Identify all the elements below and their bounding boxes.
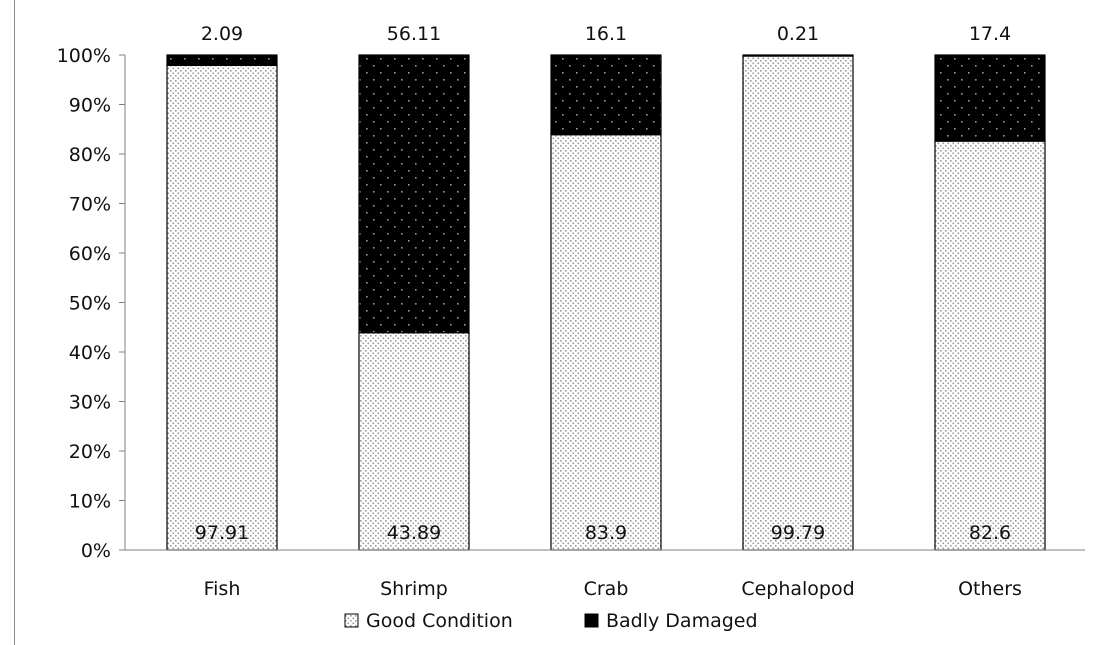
y-tick-label: 10% xyxy=(69,491,111,513)
y-tick-label: 80% xyxy=(69,144,111,166)
bar-good-condition-fish xyxy=(166,64,278,551)
bar-badly-damaged-shrimp xyxy=(358,54,470,334)
data-label-badly-damaged: 16.1 xyxy=(585,23,627,45)
bar-good-condition-others xyxy=(934,140,1046,551)
legend-swatch-badly-damaged xyxy=(584,613,599,628)
legend: Good Condition Badly Damaged xyxy=(344,610,758,632)
chart-frame xyxy=(14,0,1094,645)
y-tick-label: 90% xyxy=(69,95,111,117)
data-label-badly-damaged: 56.11 xyxy=(387,23,441,45)
data-label-badly-damaged: 0.21 xyxy=(777,23,819,45)
bar-good-condition-shrimp xyxy=(358,332,470,551)
x-category-label: Crab xyxy=(584,578,629,600)
legend-label-good-condition: Good Condition xyxy=(366,610,513,632)
bar-badly-damaged-others xyxy=(934,54,1046,142)
y-tick-label: 60% xyxy=(69,243,111,265)
data-labels: 97.91 2.09 43.89 56.11 83.9 16.1 99.79 0.21 82.6… xyxy=(195,23,1011,544)
y-tick-label: 0% xyxy=(81,540,111,562)
x-category-label: Fish xyxy=(204,578,241,600)
y-tick-label: 20% xyxy=(69,441,111,463)
y-tick-label: 70% xyxy=(69,194,111,216)
data-label-good-condition: 97.91 xyxy=(195,522,249,544)
data-label-good-condition: 99.79 xyxy=(771,522,825,544)
y-tick-label: 30% xyxy=(69,392,111,414)
bars-layer xyxy=(166,54,1046,551)
x-category-label: Others xyxy=(958,578,1022,600)
bar-badly-damaged-cephalopod xyxy=(742,54,854,57)
data-label-good-condition: 82.6 xyxy=(969,522,1011,544)
x-axis-labels: Fish Shrimp Crab Cephalopod Others xyxy=(204,578,1022,600)
x-category-label: Cephalopod xyxy=(741,578,854,600)
y-tick-label: 40% xyxy=(69,342,111,364)
bar-badly-damaged-crab xyxy=(550,54,662,136)
data-label-badly-damaged: 17.4 xyxy=(969,23,1011,45)
y-tick-label: 50% xyxy=(69,293,111,315)
bar-badly-damaged-fish xyxy=(166,54,278,66)
bar-good-condition-cephalopod xyxy=(742,55,854,551)
y-tick-label: 100% xyxy=(57,45,111,67)
bar-good-condition-crab xyxy=(550,134,662,551)
legend-label-badly-damaged: Badly Damaged xyxy=(606,610,758,632)
data-label-good-condition: 43.89 xyxy=(387,522,441,544)
data-label-good-condition: 83.9 xyxy=(585,522,627,544)
x-category-label: Shrimp xyxy=(380,578,448,600)
data-label-badly-damaged: 2.09 xyxy=(201,23,243,45)
legend-swatch-good-condition xyxy=(344,613,359,628)
y-axis: 0% 10% 20% 30% 40% 50% 60% 70% 80% 90% 100% xyxy=(57,45,1085,562)
